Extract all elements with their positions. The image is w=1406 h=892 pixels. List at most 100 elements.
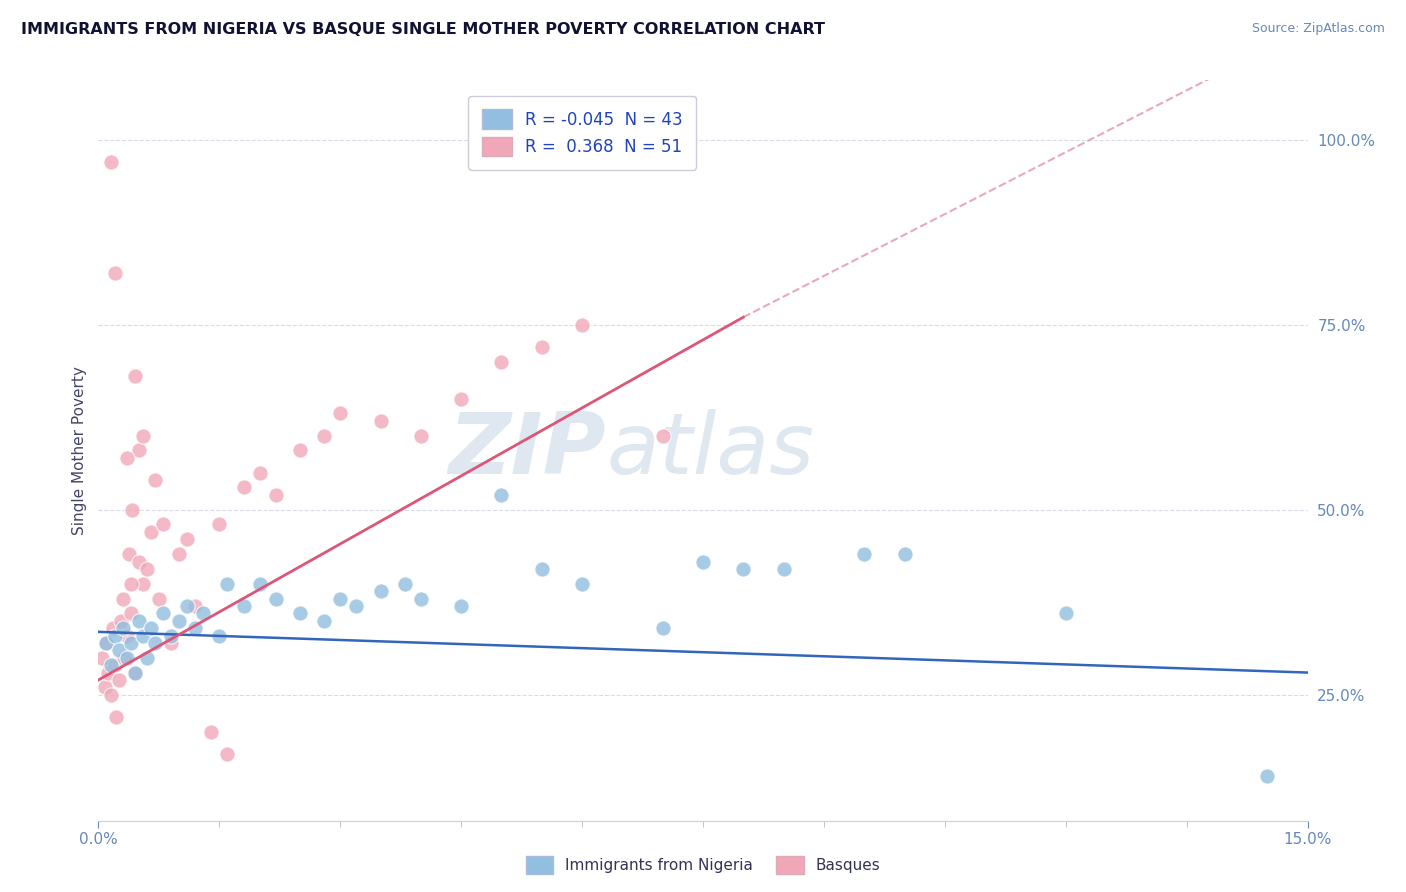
Point <box>176 533 198 547</box>
Text: ZIP: ZIP <box>449 409 606 492</box>
Point <box>217 747 239 761</box>
Point <box>772 562 794 576</box>
Point <box>124 665 146 680</box>
Point <box>139 621 162 635</box>
Point <box>232 480 254 494</box>
Point <box>107 673 129 687</box>
Point <box>288 607 311 621</box>
Point <box>288 443 311 458</box>
Point <box>530 340 553 354</box>
Point <box>121 502 143 516</box>
Point <box>232 599 254 613</box>
Point <box>112 650 135 665</box>
Point <box>128 554 150 569</box>
Point <box>135 562 157 576</box>
Point <box>217 576 239 591</box>
Point <box>124 369 146 384</box>
Point <box>107 643 129 657</box>
Point <box>160 636 183 650</box>
Point <box>97 665 120 680</box>
Point <box>143 636 166 650</box>
Point <box>139 524 162 539</box>
Point <box>148 591 170 606</box>
Point <box>115 628 138 642</box>
Point <box>115 650 138 665</box>
Point <box>409 428 432 442</box>
Point <box>143 473 166 487</box>
Point <box>314 614 336 628</box>
Point <box>370 584 392 599</box>
Point <box>200 724 222 739</box>
Point <box>651 621 673 635</box>
Point <box>344 599 367 613</box>
Point <box>160 628 183 642</box>
Point <box>176 599 198 613</box>
Point <box>571 576 593 591</box>
Point <box>100 658 122 673</box>
Point <box>103 266 125 280</box>
Point <box>1054 607 1077 621</box>
Legend: Immigrants from Nigeria, Basques: Immigrants from Nigeria, Basques <box>519 850 887 880</box>
Point <box>491 354 513 368</box>
Point <box>91 650 114 665</box>
Point <box>100 688 122 702</box>
Point <box>120 636 142 650</box>
Point <box>571 318 593 332</box>
Point <box>409 591 432 606</box>
Point <box>394 576 416 591</box>
Point <box>100 154 122 169</box>
Point <box>120 576 142 591</box>
Text: atlas: atlas <box>606 409 814 492</box>
Legend: R = -0.045  N = 43, R =  0.368  N = 51: R = -0.045 N = 43, R = 0.368 N = 51 <box>468 96 696 169</box>
Point <box>651 428 673 442</box>
Point <box>208 517 231 532</box>
Point <box>733 562 755 576</box>
Point <box>370 414 392 428</box>
Point <box>111 621 134 635</box>
Point <box>96 636 118 650</box>
Point <box>152 607 174 621</box>
Point <box>111 591 134 606</box>
Point <box>94 681 117 695</box>
Point <box>893 547 915 561</box>
Y-axis label: Single Mother Poverty: Single Mother Poverty <box>72 366 87 535</box>
Point <box>264 488 287 502</box>
Point <box>135 650 157 665</box>
Point <box>128 614 150 628</box>
Point <box>103 628 125 642</box>
Point <box>101 621 124 635</box>
Point <box>264 591 287 606</box>
Point <box>132 428 155 442</box>
Point <box>1256 769 1278 783</box>
Point <box>184 621 207 635</box>
Text: IMMIGRANTS FROM NIGERIA VS BASQUE SINGLE MOTHER POVERTY CORRELATION CHART: IMMIGRANTS FROM NIGERIA VS BASQUE SINGLE… <box>21 22 825 37</box>
Point <box>105 710 128 724</box>
Point <box>530 562 553 576</box>
Point <box>329 407 352 421</box>
Point <box>124 665 146 680</box>
Point <box>249 576 271 591</box>
Point <box>120 607 142 621</box>
Point <box>491 488 513 502</box>
Point <box>96 636 118 650</box>
Point <box>103 658 125 673</box>
Point <box>118 547 141 561</box>
Point <box>314 428 336 442</box>
Point <box>167 614 190 628</box>
Point <box>184 599 207 613</box>
Point <box>152 517 174 532</box>
Point <box>853 547 876 561</box>
Point <box>193 607 215 621</box>
Point <box>128 443 150 458</box>
Point <box>329 591 352 606</box>
Point <box>450 599 472 613</box>
Text: Source: ZipAtlas.com: Source: ZipAtlas.com <box>1251 22 1385 36</box>
Point <box>132 628 155 642</box>
Point <box>450 392 472 406</box>
Point <box>110 614 132 628</box>
Point <box>692 554 714 569</box>
Point <box>115 450 138 465</box>
Point <box>167 547 190 561</box>
Point <box>132 576 155 591</box>
Point <box>249 466 271 480</box>
